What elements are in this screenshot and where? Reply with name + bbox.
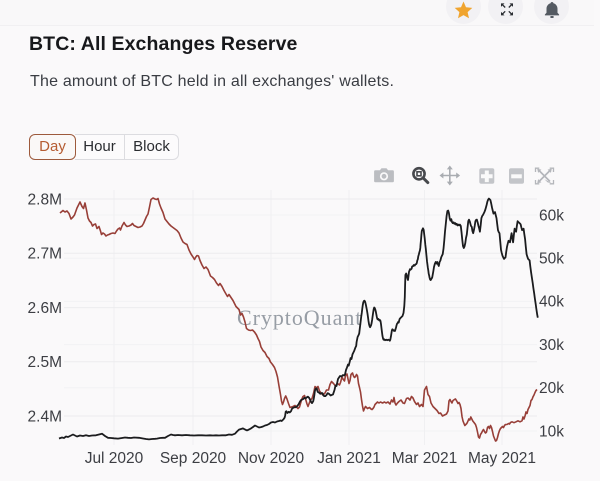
svg-text:10k: 10k — [539, 423, 564, 440]
svg-text:2.5M: 2.5M — [28, 354, 62, 371]
svg-text:Jul 2020: Jul 2020 — [85, 450, 144, 467]
svg-text:2.8M: 2.8M — [28, 191, 62, 208]
svg-text:Jan 2021: Jan 2021 — [317, 450, 381, 467]
svg-text:May 2021: May 2021 — [468, 450, 536, 467]
svg-text:40k: 40k — [539, 294, 564, 311]
svg-text:60k: 60k — [539, 207, 564, 224]
svg-text:2.4M: 2.4M — [28, 408, 62, 425]
svg-text:Mar 2021: Mar 2021 — [392, 450, 457, 467]
svg-text:Sep 2020: Sep 2020 — [160, 450, 227, 467]
svg-text:Nov 2020: Nov 2020 — [238, 450, 305, 467]
svg-text:2.6M: 2.6M — [28, 300, 62, 317]
svg-text:30k: 30k — [539, 337, 564, 354]
svg-text:50k: 50k — [539, 251, 564, 268]
svg-text:2.7M: 2.7M — [28, 246, 62, 263]
svg-text:20k: 20k — [539, 380, 564, 397]
svg-text:CryptoQuant: CryptoQuant — [237, 305, 362, 330]
